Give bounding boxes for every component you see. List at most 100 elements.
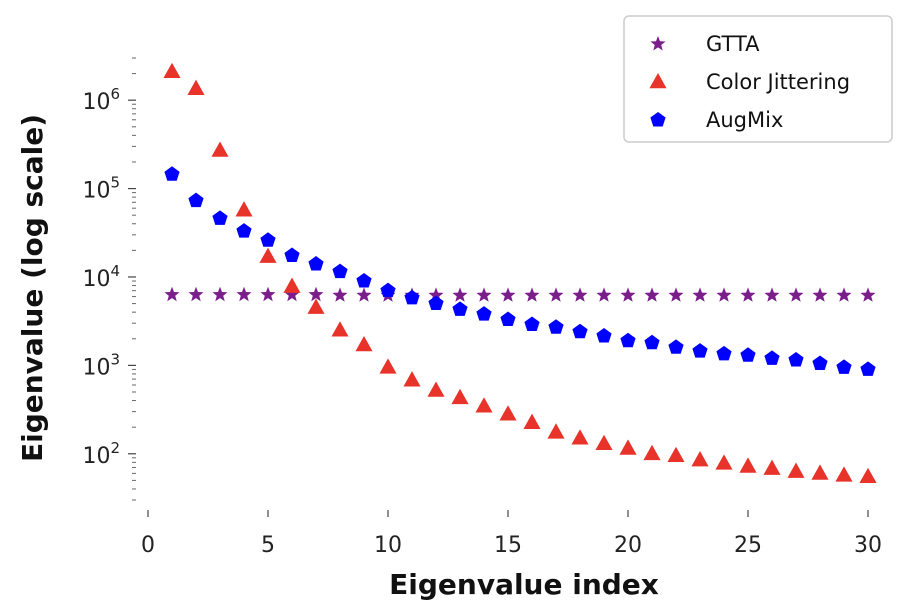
augmix-point [236, 223, 252, 238]
augmix-point [668, 339, 684, 354]
y-axis-title: Eigenvalue (log scale) [16, 114, 49, 462]
color-jittering-point [643, 444, 661, 461]
gtta-point [692, 287, 708, 302]
augmix-point [500, 311, 516, 327]
augmix-point [332, 263, 348, 279]
color-jittering-point [715, 454, 733, 470]
color-jittering-point [307, 298, 325, 314]
legend-frame [623, 15, 893, 143]
color-jittering-point [187, 79, 205, 95]
augmix-point [524, 316, 540, 331]
augmix-point [476, 306, 492, 321]
gtta-point [476, 287, 492, 302]
gtta-point [572, 287, 588, 302]
plot-area [163, 62, 877, 484]
color-jittering-point [259, 247, 277, 263]
legend-label-color-jittering: Color Jittering [706, 70, 850, 94]
color-jittering-point [331, 321, 349, 337]
legend-marker-color-jittering [649, 73, 667, 89]
color-jittering-point [499, 405, 517, 421]
y-tick-label: 104 [82, 262, 120, 292]
augmix-point [572, 323, 588, 339]
gtta-point [500, 287, 516, 302]
legend-marker-gtta [650, 36, 666, 51]
color-jittering-point [235, 201, 253, 217]
gtta-point [332, 287, 348, 302]
gtta-point [740, 287, 756, 302]
gtta-point [260, 286, 276, 302]
legend-marker-augmix [650, 112, 666, 127]
color-jittering-point [595, 434, 613, 450]
gtta-point [236, 286, 252, 302]
augmix-point [164, 166, 180, 181]
augmix-point [764, 350, 780, 365]
color-jittering-point [739, 457, 757, 473]
x-tick-label: 5 [261, 533, 275, 558]
color-jittering-point [547, 423, 565, 439]
augmix-point [836, 359, 852, 374]
gtta-point [284, 286, 300, 302]
color-jittering-point [619, 439, 637, 455]
color-jittering-point [691, 451, 709, 467]
gtta-point [212, 286, 228, 302]
gtta-point [764, 287, 780, 302]
color-jittering-point [403, 371, 421, 387]
augmix-point [812, 355, 828, 370]
augmix-point [644, 334, 660, 350]
augmix-point [380, 282, 396, 298]
x-axis-title: Eigenvalue index [389, 568, 659, 601]
color-jittering-point [475, 397, 493, 413]
gtta-point [188, 286, 204, 302]
augmix-point [548, 319, 564, 334]
gtta-point [356, 287, 372, 302]
axes: 0 5 10 15 20 25 30 102 103 104 105 106 [82, 57, 882, 558]
gtta-point [812, 287, 828, 302]
gtta-point [620, 287, 636, 302]
x-tick-label: 25 [734, 533, 762, 558]
x-tick-label: 10 [374, 533, 402, 558]
augmix-point [860, 361, 876, 376]
gtta-point [548, 287, 564, 302]
x-tick-label: 15 [494, 533, 522, 558]
color-jittering-point [571, 429, 589, 445]
gtta-point [452, 287, 468, 302]
gtta-point [788, 287, 804, 302]
gtta-point [428, 287, 444, 302]
color-jittering-point [523, 413, 541, 429]
augmix-point [692, 343, 708, 358]
color-jittering-point [379, 358, 397, 374]
augmix-point [188, 192, 204, 208]
augmix-point [212, 210, 228, 225]
color-jittering-point [787, 462, 805, 478]
gtta-point [524, 287, 540, 302]
color-jittering-point [163, 62, 181, 78]
y-tick-label: 105 [82, 174, 120, 204]
color-jittering-point [283, 277, 301, 293]
color-jittering-point [667, 446, 685, 463]
legend: GTTA Color Jittering AugMix [623, 15, 893, 143]
y-tick-label: 106 [82, 85, 120, 115]
color-jittering-point [811, 464, 829, 480]
augmix-point [740, 347, 756, 362]
gtta-point [668, 287, 684, 302]
augmix-point [428, 295, 444, 311]
legend-label-augmix: AugMix [706, 108, 783, 132]
gtta-point [860, 287, 876, 302]
gtta-point [164, 286, 180, 302]
x-tick-label: 0 [141, 533, 155, 558]
legend-label-gtta: GTTA [706, 32, 760, 56]
color-jittering-point [763, 459, 781, 475]
color-jittering-point [355, 336, 373, 352]
augmix-point [452, 301, 468, 316]
y-tick-label: 103 [82, 350, 120, 380]
gtta-point [716, 287, 732, 302]
augmix-point [356, 273, 372, 288]
augmix-point [620, 332, 636, 348]
color-jittering-point [211, 141, 229, 157]
augmix-point [284, 247, 300, 262]
augmix-point [404, 289, 420, 305]
color-jittering-point [835, 466, 853, 482]
gtta-point [836, 287, 852, 302]
augmix-point [596, 327, 612, 343]
